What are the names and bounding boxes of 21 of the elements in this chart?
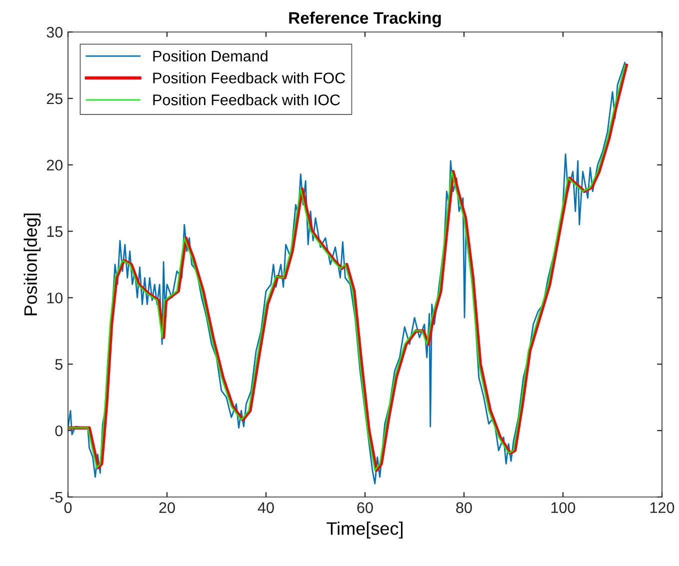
x-tick-label: 80	[456, 502, 472, 514]
y-axis-title: Position[deg]	[24, 214, 41, 316]
legend-label: Position Demand	[153, 50, 268, 62]
x-tick-label: 120	[650, 502, 674, 514]
y-tick-label: 0	[55, 425, 63, 436]
x-tick-label: 100	[551, 502, 576, 514]
legend-label: Position Feedback with FOC	[153, 72, 346, 84]
y-tick-label: 10	[47, 292, 63, 304]
x-tick-label: 20	[159, 502, 175, 514]
y-tick-label: 30	[46, 26, 63, 38]
x-tick-label: 40	[258, 502, 274, 514]
y-tick-label: 25	[46, 93, 62, 104]
y-tick-label: -5	[50, 492, 62, 503]
x-tick-label: 0	[64, 502, 72, 514]
legend-label: Position Feedback with IOC	[153, 94, 340, 106]
x-tick-label: 60	[357, 502, 373, 514]
x-axis-title: Time[sec]	[326, 522, 403, 538]
y-tick-label: 5	[55, 359, 62, 370]
y-tick-label: 20	[46, 160, 63, 171]
y-tick-label: 15	[47, 226, 62, 237]
chart-title: Reference Tracking	[289, 12, 441, 28]
